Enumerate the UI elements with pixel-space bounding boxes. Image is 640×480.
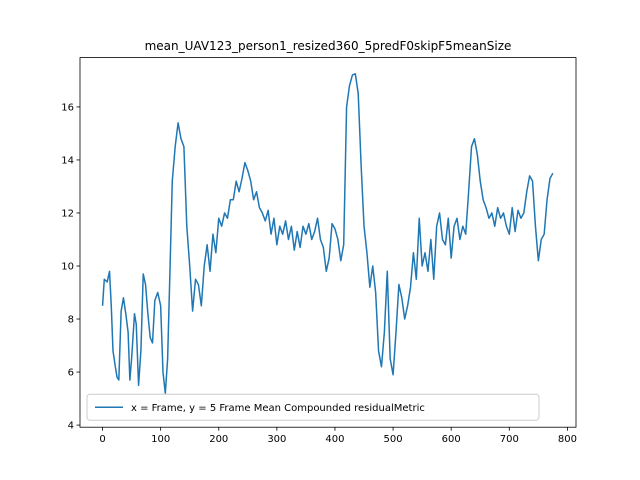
- x-tick-label: 100: [151, 434, 170, 445]
- axes-frame: [79, 57, 577, 428]
- y-tick-label: 16: [61, 102, 74, 113]
- y-tick-label: 12: [61, 208, 74, 219]
- x-tick-label: 800: [558, 434, 577, 445]
- x-tick-label: 400: [325, 434, 344, 445]
- y-tick-label: 10: [61, 261, 74, 272]
- y-tick-label: 8: [68, 315, 74, 326]
- legend-box: [86, 393, 540, 421]
- x-tick-label: 0: [99, 434, 105, 445]
- legend-label: x = Frame, y = 5 Frame Mean Compounded r…: [131, 403, 425, 414]
- y-tick-label: 4: [68, 421, 74, 432]
- x-tick-label: 500: [384, 434, 403, 445]
- chart-title: mean_UAV123_person1_resized360_5predF0sk…: [145, 39, 512, 53]
- x-tick-label: 200: [209, 434, 228, 445]
- data-line: [101, 73, 554, 395]
- legend: x = Frame, y = 5 Frame Mean Compounded r…: [86, 393, 540, 421]
- x-tick-label: 700: [500, 434, 519, 445]
- x-tick-label: 300: [267, 434, 286, 445]
- x-tick-label: 600: [442, 434, 461, 445]
- y-tick-label: 6: [68, 368, 74, 379]
- y-tick-label: 14: [61, 155, 74, 166]
